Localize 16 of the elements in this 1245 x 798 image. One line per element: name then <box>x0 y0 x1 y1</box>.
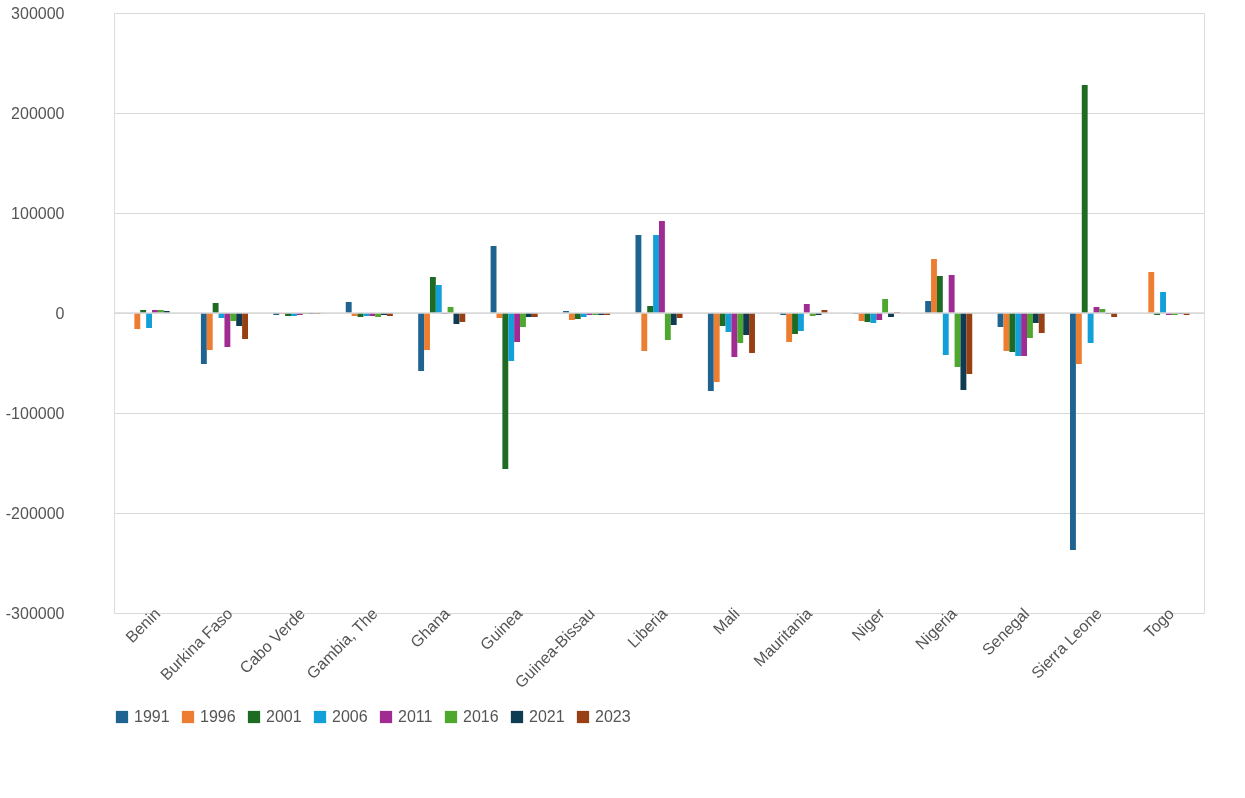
legend-label: 1991 <box>134 708 170 725</box>
legend-label: 2006 <box>332 708 368 725</box>
y-tick-label: 0 <box>55 304 65 322</box>
legend-label: 2016 <box>463 708 499 725</box>
x-tick-label: Togo <box>1140 604 1178 642</box>
y-tick-label: -100000 <box>5 404 65 422</box>
y-tick-label: 200000 <box>11 104 65 122</box>
legend-label: 1996 <box>200 708 236 725</box>
legend-label: 2021 <box>529 708 565 725</box>
legend-label: 2001 <box>266 708 302 725</box>
y-tick-label: 300000 <box>11 4 65 22</box>
y-tick-label: -200000 <box>5 504 65 522</box>
y-tick-label: -300000 <box>5 604 65 622</box>
legend-label: 2023 <box>595 708 631 725</box>
y-tick-label: 100000 <box>11 204 65 222</box>
legend-label: 2011 <box>398 708 433 725</box>
